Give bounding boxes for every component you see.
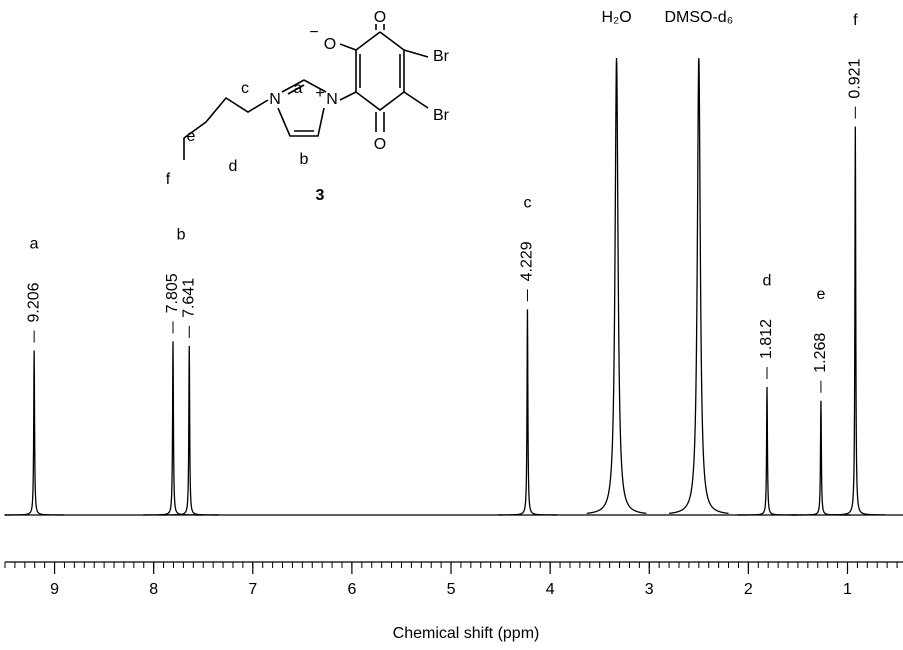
position-label: b — [300, 151, 309, 168]
peak — [4, 350, 64, 516]
shift-label: 1.812 — [758, 319, 775, 359]
peak — [143, 341, 203, 516]
compound-number: 3 — [316, 187, 325, 204]
bond — [183, 96, 269, 160]
position-label: d — [229, 158, 238, 175]
peak — [159, 345, 219, 516]
shift-label: 0.921 — [847, 58, 864, 98]
structure: O O O − Br Br N N + a b c d e f 3 — [166, 9, 450, 204]
peak — [791, 400, 851, 516]
shift-label: 4.229 — [519, 241, 536, 281]
charge: + — [315, 85, 324, 102]
bond — [277, 107, 325, 137]
solvent-label: DMSO-d₆ — [664, 9, 733, 26]
atom-label: Br — [433, 48, 450, 65]
assignment-label: d — [763, 272, 772, 289]
x-tick-label: 2 — [744, 581, 753, 598]
position-label: a — [294, 80, 303, 97]
x-tick-label: 4 — [546, 581, 555, 598]
x-tick-label: 5 — [447, 581, 456, 598]
position-label: e — [187, 128, 196, 145]
bond — [287, 84, 305, 95]
x-tick-label: 3 — [645, 581, 654, 598]
shift-label: 7.641 — [180, 278, 197, 318]
bond — [403, 91, 429, 109]
position-label: f — [166, 171, 171, 188]
x-axis-label: Chemical shift (ppm) — [393, 625, 540, 642]
assignment-label: a — [30, 236, 39, 253]
position-label: c — [241, 80, 249, 97]
x-tick-label: 9 — [50, 581, 59, 598]
atom-label: O — [374, 136, 386, 153]
assignment-label: c — [523, 195, 531, 212]
x-tick-label: 6 — [347, 581, 356, 598]
solvent-label: H₂O — [601, 9, 631, 26]
peak — [825, 126, 886, 516]
peak — [737, 387, 797, 516]
bond — [403, 49, 429, 58]
x-tick-label: 1 — [843, 581, 852, 598]
assignment-label: f — [853, 12, 858, 29]
charge: − — [309, 24, 318, 41]
shift-label: 9.206 — [25, 282, 42, 322]
assignment-label: e — [816, 286, 825, 303]
bond — [281, 79, 327, 93]
peak — [669, 57, 729, 515]
x-tick-label: 8 — [149, 581, 158, 598]
atom-label: Br — [433, 107, 450, 124]
shift-label: 7.805 — [164, 273, 181, 313]
x-tick-label: 7 — [248, 581, 257, 598]
bond — [355, 31, 405, 111]
atom-label: O — [324, 36, 336, 53]
peak — [586, 57, 647, 515]
assignment-label: b — [177, 227, 186, 244]
bond — [339, 91, 357, 101]
atom-label: N — [269, 91, 281, 108]
shift-label: 1.268 — [812, 333, 829, 373]
peak — [497, 309, 558, 516]
atom-label: O — [374, 9, 386, 26]
atom-label: N — [326, 91, 338, 108]
bond — [339, 43, 357, 51]
